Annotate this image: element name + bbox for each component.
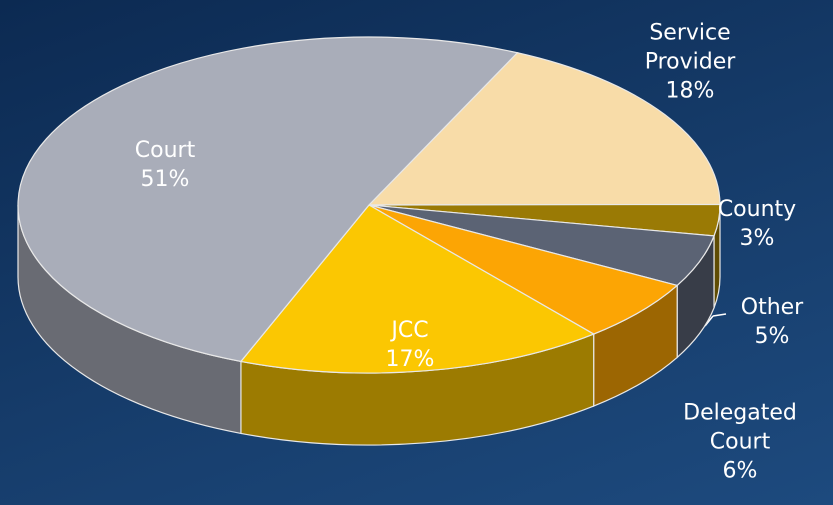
leader-line xyxy=(712,313,727,317)
slice xyxy=(367,52,721,206)
slice-name: County xyxy=(717,197,797,222)
slice-name: Service Provider xyxy=(644,20,736,75)
slice-name: Other xyxy=(740,295,804,320)
slice xyxy=(17,36,519,363)
slice xyxy=(239,204,596,374)
slice-value: 5% xyxy=(754,324,790,349)
slice-label: Other 5% xyxy=(732,293,812,351)
slice-name: Court xyxy=(134,138,196,163)
slice-label: County 3% xyxy=(702,195,812,253)
slice xyxy=(368,204,679,335)
slice-value: 6% xyxy=(722,458,758,484)
slice-value: 17% xyxy=(385,347,435,372)
slice-name: JCC xyxy=(391,318,429,343)
slice-value: 3% xyxy=(739,226,775,251)
slice-name: Delegated Court xyxy=(683,400,797,455)
slice-label: Delegated Court 6% xyxy=(680,399,800,486)
slice-label: JCC 17% xyxy=(365,316,455,374)
slice-label: Service Provider 18% xyxy=(625,19,755,106)
slice-label: Court 51% xyxy=(120,136,210,194)
pie xyxy=(17,36,721,446)
slice-value: 18% xyxy=(665,78,715,104)
slice-value: 51% xyxy=(140,167,190,192)
